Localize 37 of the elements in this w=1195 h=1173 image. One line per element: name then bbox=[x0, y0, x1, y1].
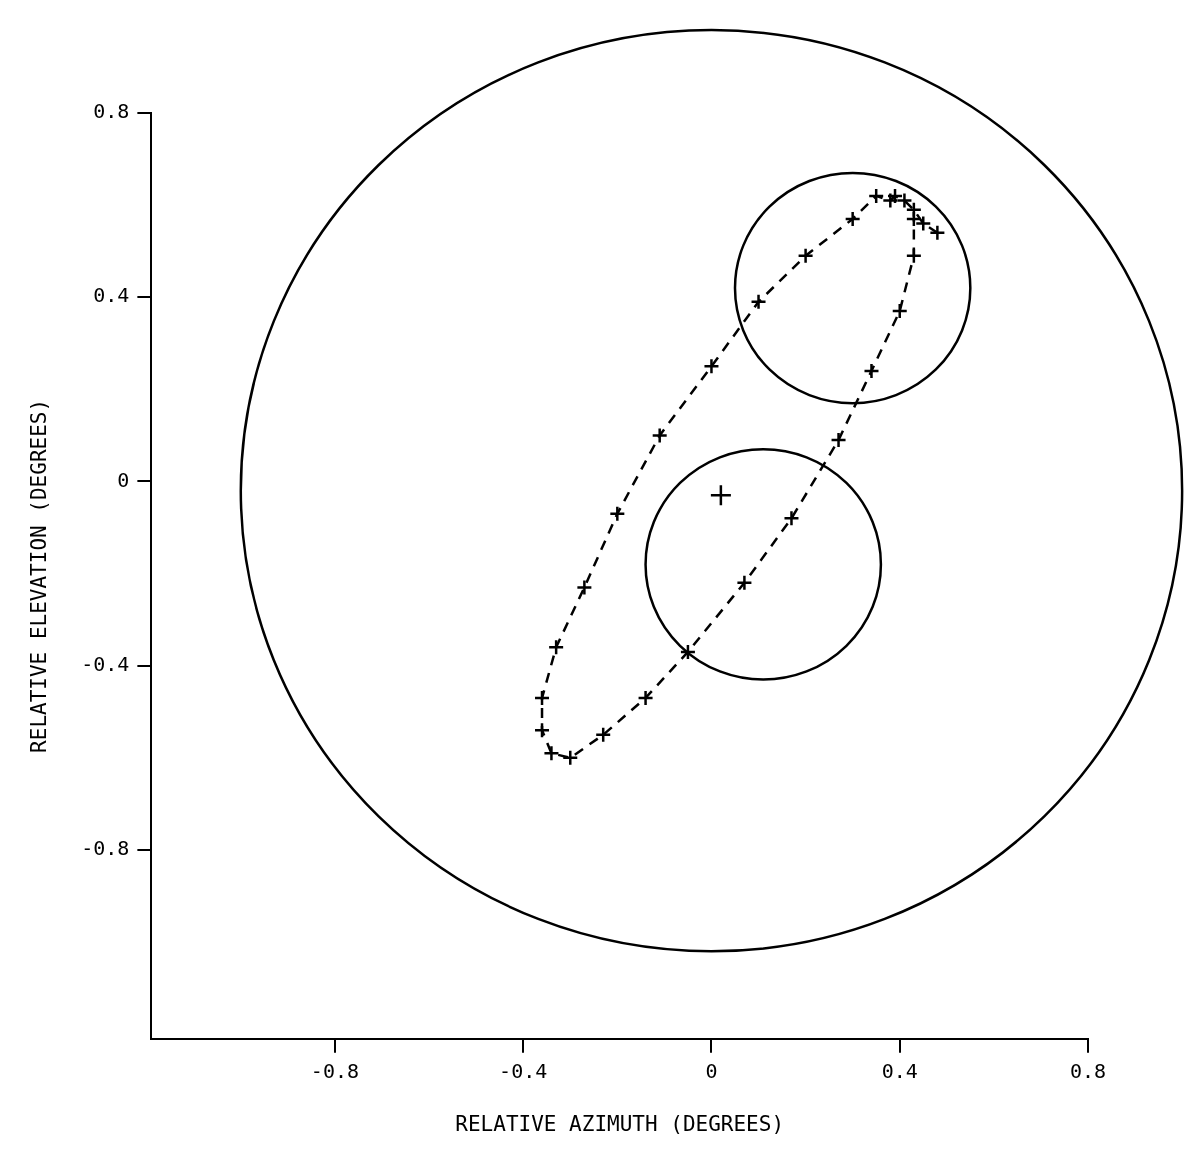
point bbox=[844, 210, 861, 228]
point bbox=[867, 187, 885, 205]
point bbox=[863, 362, 880, 380]
point bbox=[905, 247, 923, 265]
point bbox=[562, 749, 579, 767]
point bbox=[533, 721, 551, 739]
point bbox=[609, 505, 626, 522]
point bbox=[547, 639, 565, 656]
point bbox=[783, 510, 800, 527]
point bbox=[830, 431, 847, 449]
x-tick-label: -0.8 bbox=[310, 1059, 360, 1083]
point bbox=[703, 358, 720, 375]
x-tick-label: 0.8 bbox=[1069, 1059, 1107, 1083]
point bbox=[543, 744, 560, 762]
x-tick-label: -0.4 bbox=[499, 1059, 548, 1083]
point bbox=[750, 293, 767, 311]
x-tick-label: 0.4 bbox=[881, 1059, 918, 1083]
point bbox=[736, 574, 753, 592]
point bbox=[576, 579, 593, 596]
point bbox=[929, 224, 946, 242]
y-tick-label: 0.8 bbox=[93, 99, 130, 124]
y-tick-label: -0.4 bbox=[81, 651, 130, 676]
point bbox=[594, 726, 612, 744]
y-tick-label: -0.8 bbox=[81, 836, 130, 861]
y-axis-title: RELATIVE ELEVATION (DEGREES) bbox=[27, 398, 52, 753]
x-tick-label: 0 bbox=[705, 1059, 718, 1083]
point bbox=[882, 192, 899, 209]
point bbox=[533, 689, 551, 707]
point bbox=[637, 689, 654, 707]
point bbox=[709, 484, 733, 507]
point bbox=[891, 302, 908, 320]
x-axis-title: RELATIVE AZIMUTH (DEGREES) bbox=[455, 1111, 785, 1136]
point bbox=[797, 247, 814, 265]
point bbox=[679, 643, 697, 661]
y-tick-label: 0.4 bbox=[93, 283, 130, 308]
y-tick-label: 0 bbox=[117, 467, 130, 492]
point bbox=[651, 427, 668, 444]
